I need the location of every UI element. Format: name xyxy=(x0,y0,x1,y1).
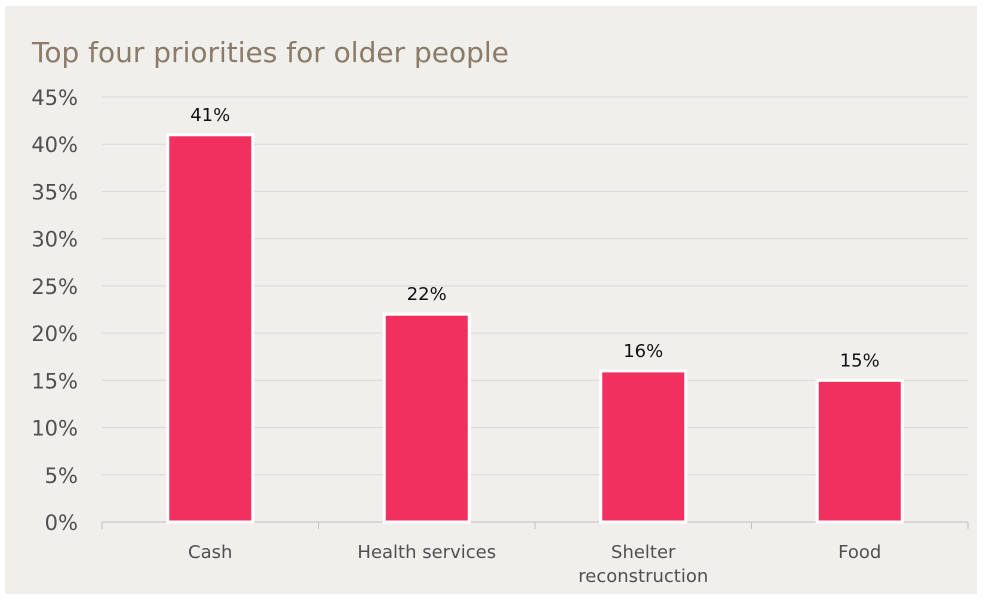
y-tick-label: 0% xyxy=(45,511,78,535)
data-label: 16% xyxy=(623,341,663,362)
category-label: reconstruction xyxy=(578,566,708,587)
data-label: 22% xyxy=(407,284,447,305)
category-label: Shelter xyxy=(611,542,676,563)
data-label: 15% xyxy=(840,350,880,371)
category-label: Food xyxy=(838,542,881,563)
bar xyxy=(166,133,255,524)
y-tick-label: 5% xyxy=(45,464,78,488)
y-tick-label: 20% xyxy=(31,322,78,346)
x-axis-category-labels: Cash Health services Shelter reconstruction… xyxy=(188,542,881,587)
bar xyxy=(382,312,471,524)
bar xyxy=(599,369,688,524)
data-labels: 41% 22% 16% 15% xyxy=(190,105,880,372)
y-tick-label: 40% xyxy=(31,133,78,157)
category-label: Cash xyxy=(188,542,232,563)
bars xyxy=(166,133,904,524)
y-tick-label: 15% xyxy=(31,369,78,393)
bar xyxy=(815,378,904,524)
category-label: Health services xyxy=(357,542,496,563)
y-tick-label: 10% xyxy=(31,417,78,441)
y-tick-label: 25% xyxy=(31,275,78,299)
chart-title: Top four priorities for older people xyxy=(32,36,509,69)
y-axis-tick-labels: 0% 5% 10% 15% 20% 25% 30% 35% 40% 45% xyxy=(31,86,78,535)
y-tick-label: 45% xyxy=(31,86,78,110)
y-tick-label: 30% xyxy=(31,228,78,252)
y-tick-label: 35% xyxy=(31,180,78,204)
data-label: 41% xyxy=(190,105,230,126)
